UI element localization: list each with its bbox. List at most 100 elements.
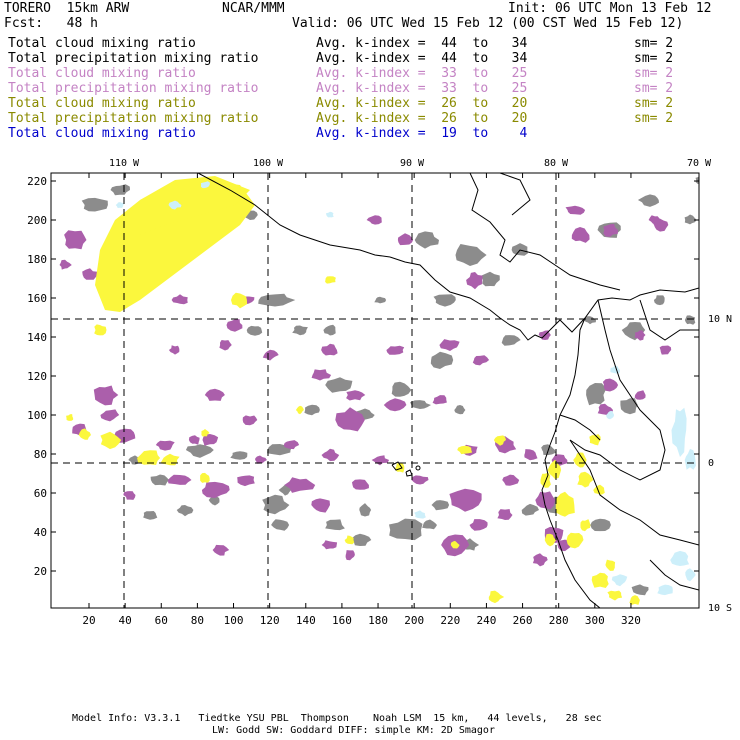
cloud-gray [631,584,649,596]
cloud-cyan [685,568,696,582]
precip-yellow [137,450,161,465]
precip-yellow [325,276,336,284]
x-tick-label: 300 [585,614,605,627]
cloud-purple [100,409,120,422]
x-tick-label: 40 [119,614,132,627]
cloud-gray [325,519,345,531]
cloud-purple [532,553,548,567]
precip-yellow [547,459,562,479]
cloud-gray [653,295,665,306]
cloud-purple [168,345,180,355]
cloud-purple [242,415,258,426]
island-galapagos [405,469,413,477]
cloud-purple [432,395,447,405]
cloud-purple [386,345,405,355]
coastline-panama [549,287,699,333]
legend-kindex: Avg. k-index = 33 to 25 [316,81,528,96]
precip-yellow [231,292,248,309]
precip-yellow [395,462,405,473]
cloud-purple [311,369,332,381]
legend-kindex: Avg. k-index = 44 to 34 [316,51,528,66]
cloud-purple [283,440,300,450]
lon-label: 90 W [400,158,425,169]
cloud-purple [439,339,460,351]
legend-name: Total cloud mixing ratio [8,96,196,111]
cloud-purple [335,407,365,432]
legend-sm: sm= 2 [634,96,674,111]
cloud-purple [565,205,586,215]
cloud-cyan [670,550,690,566]
cloud-gray [271,519,290,531]
precip-yellow-band [140,176,250,235]
x-tick-label: 280 [549,614,569,627]
precip-yellow [94,324,107,336]
cloud-cyan [115,202,124,208]
y-tick-label: 160 [27,292,47,305]
precip-yellow [589,434,601,446]
cloud-purple [93,385,119,406]
cloud-cyan [684,448,696,470]
cloud-gray [374,296,387,304]
precip-yellow [493,435,506,446]
precip-yellow [591,572,609,588]
cloud-purple [502,474,520,486]
border-colombia [569,299,666,481]
legend-name: Total precipitation mixing ratio [8,81,259,96]
physics-info: LW: Godd SW: Goddard DIFF: simple KM: 2D… [212,725,495,736]
cloud-purple [634,330,646,341]
cloud-purple [603,223,618,237]
cloud-gray [695,176,699,185]
cloud-purple [497,509,513,520]
y-tick-label: 20 [34,565,47,578]
cloud-purple [469,519,488,531]
cloud-gray [481,271,500,287]
precip-yellow [555,491,575,517]
legend-row: Total cloud mixing ratio Avg. k-index = 3… [8,66,708,81]
cloud-purple [64,230,87,250]
legend-row: Total precipitation mixing ratio Avg. k-i… [8,51,708,66]
island-galapagos [415,465,421,471]
cloud-cyan [414,510,426,519]
cloud-gray [590,518,611,532]
cloud-gray [143,511,158,520]
cloud-purple [226,319,243,332]
cloud-purple [237,475,255,487]
cloud-purple [352,479,369,490]
x-tick-label: 20 [82,614,95,627]
cloud-gray [359,503,372,517]
x-tick-label: 180 [368,614,388,627]
cloud-cyan [606,411,615,420]
cloud-gray [208,496,220,506]
precip-yellow [566,532,584,549]
precip-yellow [100,431,122,450]
legend-kindex: Avg. k-index = 26 to 20 [316,96,528,111]
cloud-purple [472,355,490,366]
legend-name: Total cloud mixing ratio [8,126,196,141]
x-tick-label: 200 [404,614,424,627]
cloud-purple [188,435,200,445]
cloud-gray [586,383,607,406]
cloud-gray [454,405,466,415]
y-tick-label: 80 [34,448,47,461]
cloud-purple [466,272,483,290]
cloud-gray [150,474,170,486]
border-venezuela [639,299,699,341]
model-title: TORERO 15km ARW [4,1,130,16]
precip-yellow [544,533,556,547]
x-tick-label: 160 [332,614,352,627]
cloud-purple [171,294,188,305]
cloud-purple [284,477,316,493]
precip-yellow [344,535,355,545]
cloud-purple [204,388,225,401]
legend-sm: sm= 2 [634,111,674,126]
cloud-purple [411,475,429,485]
cloud-gray [325,377,353,393]
coastline-layer [197,173,699,608]
cloud-purple [262,349,279,361]
precip-yellow [607,590,623,601]
x-tick-label: 140 [296,614,316,627]
legend-kindex: Avg. k-index = 19 to 4 [316,126,528,141]
y-tick-label: 100 [27,409,47,422]
lon-label: 70 W [687,158,712,169]
